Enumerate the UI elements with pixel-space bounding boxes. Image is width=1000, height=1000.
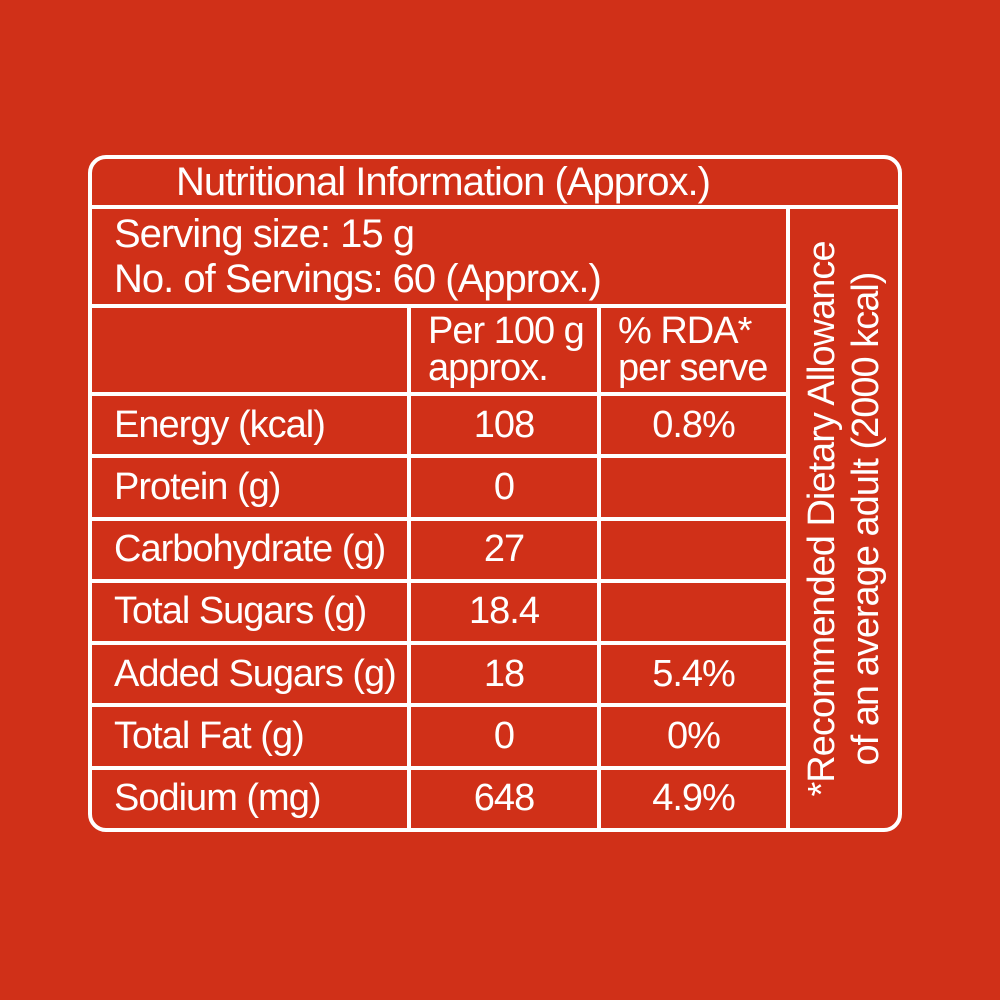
row-label: Sodium (mg) [114,777,322,820]
table-row: Carbohydrate (g) 27 [92,520,786,583]
row-label: Total Fat (g) [114,715,305,758]
table-header-row: Per 100 g approx. % RDA* per serve [92,308,786,396]
row-label: Energy (kcal) [114,403,326,446]
row-label: Carbohydrate (g) [114,528,386,571]
table-row: Total Sugars (g) 18.4 [92,582,786,646]
row-label: Total Sugars (g) [114,590,367,633]
row-rda-value [597,582,786,642]
table-body: Serving size: 15 g No. of Servings: 60 (… [92,209,786,828]
row-rda-value: 0.8% [597,396,786,455]
row-rda-value: 5.4% [597,645,786,704]
table-row: Added Sugars (g) 18 5.4% [92,645,786,708]
header-rda-line2: per serve [618,347,768,389]
table-row: Protein (g) 0 [92,458,786,521]
rda-footnote-column: *Recommended Dietary Allowance of an ave… [786,209,898,828]
serving-info: Serving size: 15 g No. of Servings: 60 (… [92,209,786,308]
nutrition-table: Nutritional Information (Approx.) Servin… [88,155,902,832]
row-per100-value: 27 [407,520,597,579]
header-rda: % RDA* per serve [597,308,786,392]
rda-footnote-line2: of an average adult (2000 kcal) [845,272,887,765]
header-per-100g-line2: approx. [428,347,549,389]
header-nutrient [92,308,407,392]
row-rda-value: 0% [597,707,786,766]
serving-size-text: Serving size: 15 g [114,212,415,256]
row-label: Added Sugars (g) [114,652,397,695]
row-per100-value: 0 [407,458,597,517]
row-per100-value: 18 [407,645,597,704]
row-per100-value: 0 [407,707,597,766]
servings-count-text: No. of Servings: 60 (Approx.) [114,257,602,301]
table-row: Energy (kcal) 108 0.8% [92,396,786,459]
row-rda-value: 4.9% [597,769,786,828]
header-per-100g-line1: Per 100 g [428,310,585,352]
table-row: Sodium (mg) 648 4.9% [92,769,786,828]
row-rda-value [597,458,786,517]
row-rda-value [597,520,786,579]
row-per100-value: 18.4 [407,582,597,642]
header-rda-line1: % RDA* [618,310,752,352]
row-per100-value: 108 [407,396,597,455]
rda-footnote-line1: *Recommended Dietary Allowance [801,240,843,797]
row-label: Protein (g) [114,465,281,508]
header-per-100g: Per 100 g approx. [407,308,597,392]
rda-footnote-text: *Recommended Dietary Allowance of an ave… [800,209,888,829]
table-title: Nutritional Information (Approx.) [92,159,898,209]
table-main-area: Serving size: 15 g No. of Servings: 60 (… [92,209,898,828]
row-per100-value: 648 [407,769,597,828]
table-row: Total Fat (g) 0 0% [92,707,786,770]
